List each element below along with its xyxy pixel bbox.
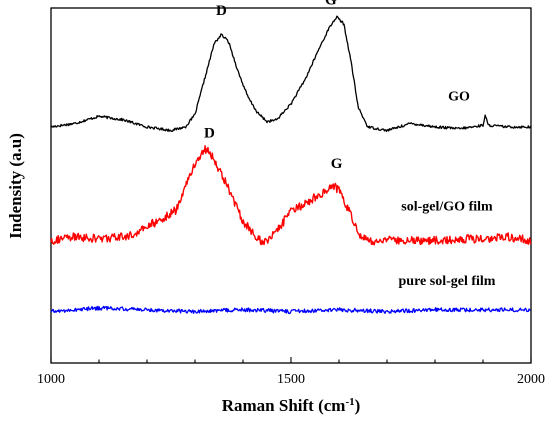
peak-label: D (204, 126, 215, 142)
annotation-layer: D G D G GO sol-gel/GO film pure sol-gel film (204, 0, 496, 289)
x-axis-title-tail: ) (355, 396, 361, 415)
series-label: GO (448, 89, 470, 104)
x-tick-label: 1500 (277, 372, 305, 387)
x-tick-label: 2000 (517, 372, 545, 387)
series-label: sol-gel/GO film (401, 199, 493, 214)
ticks-layer: 1000 1500 2000 (37, 357, 545, 387)
peak-label: D (216, 3, 227, 19)
peak-label: G (331, 156, 343, 172)
series-line-go (50, 15, 532, 133)
series-line-sol-gel-go-film (50, 145, 532, 246)
y-axis-title: Indensity (a.u) (6, 133, 25, 239)
peak-label: G (325, 0, 337, 8)
series-layer (50, 15, 532, 315)
x-tick-label: 1000 (37, 372, 65, 387)
x-axis-title: Raman Shift (cm-1) (222, 396, 361, 415)
x-axis-title-superscript: -1 (345, 396, 354, 408)
series-line-pure-sol-gel-film (50, 305, 531, 315)
series-label: pure sol-gel film (399, 274, 496, 289)
x-axis-title-main: Raman Shift (cm (222, 396, 346, 415)
